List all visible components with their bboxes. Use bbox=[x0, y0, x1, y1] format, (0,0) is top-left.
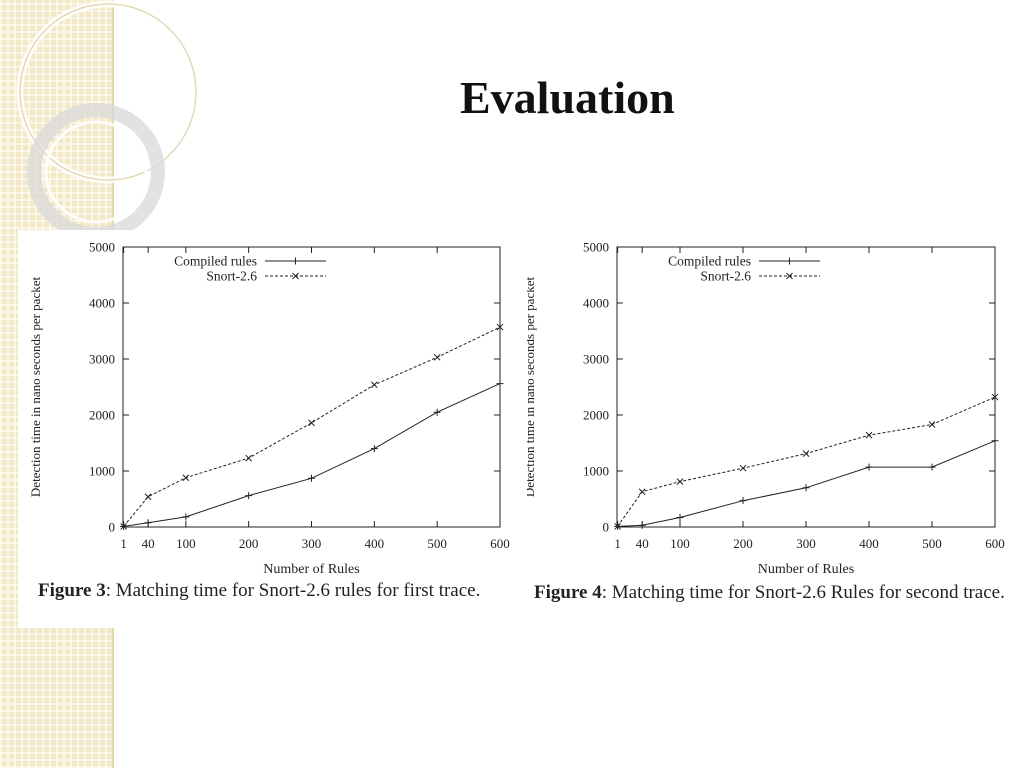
figure-4-caption: Figure 4: Matching time for Snort-2.6 Ru… bbox=[534, 582, 1006, 604]
data-point-plus bbox=[245, 492, 253, 500]
data-point-x bbox=[433, 353, 441, 361]
data-point-x bbox=[638, 488, 646, 496]
figure-3-chart: 0 1000 2000 3000 4000 5000 1 40 100 200 300 400 500 6… bbox=[28, 240, 510, 578]
x-tick-label: 40 bbox=[636, 536, 649, 551]
x-tick-label: 600 bbox=[490, 536, 510, 551]
y-tick-label: 1000 bbox=[583, 464, 609, 479]
data-point-x bbox=[991, 393, 999, 401]
x-axis-label: Number of Rules bbox=[263, 562, 359, 577]
x-tick-label: 300 bbox=[302, 536, 322, 551]
x-tick-label: 40 bbox=[142, 536, 155, 551]
series-line-1 bbox=[617, 440, 996, 527]
data-point-plus bbox=[928, 463, 936, 471]
data-point-x bbox=[739, 464, 747, 472]
y-tick-label: 5000 bbox=[583, 240, 609, 255]
y-tick-label: 2000 bbox=[583, 408, 609, 423]
data-point-plus bbox=[496, 380, 504, 388]
figure-4-caption-text: : Matching time for Snort-2.6 Rules for … bbox=[601, 582, 1005, 603]
legend-label: Compiled rules bbox=[174, 254, 257, 269]
data-point-x bbox=[802, 450, 810, 457]
legend-label: Snort-2.6 bbox=[206, 269, 257, 284]
data-point-x bbox=[370, 381, 378, 389]
legend-marker-x bbox=[292, 272, 299, 280]
x-tick-label: 1 bbox=[120, 536, 127, 551]
y-tick-label: 1000 bbox=[89, 464, 115, 479]
data-point-x bbox=[144, 493, 152, 501]
data-point-plus bbox=[308, 474, 315, 482]
data-point-plus bbox=[182, 513, 190, 521]
data-point-plus bbox=[739, 497, 747, 505]
data-point-plus bbox=[991, 437, 999, 445]
data-point-x bbox=[496, 323, 504, 331]
x-tick-label: 200 bbox=[239, 536, 259, 551]
y-axis-label: Detection time in nano seconds per packe… bbox=[28, 277, 43, 498]
x-tick-label: 100 bbox=[176, 536, 196, 551]
data-point-plus bbox=[144, 519, 152, 527]
y-tick-label: 3000 bbox=[583, 352, 609, 367]
legend-marker-x bbox=[786, 272, 793, 280]
data-point-plus bbox=[370, 445, 378, 453]
data-point-plus bbox=[638, 521, 646, 529]
figure-4-chart: 0 1000 2000 3000 4000 5000 1 40 100 200 300 400 500 6… bbox=[527, 240, 1005, 578]
series-line-1 bbox=[123, 383, 501, 527]
figure-3-caption: Figure 3: Matching time for Snort-2.6 ru… bbox=[38, 580, 514, 602]
data-point-plus bbox=[802, 484, 810, 492]
x-tick-label: 300 bbox=[796, 536, 816, 551]
figure-3-caption-text: : Matching time for Snort-2.6 rules for … bbox=[105, 580, 481, 601]
y-tick-label: 4000 bbox=[89, 296, 115, 311]
data-point-x bbox=[865, 431, 873, 439]
data-point-x bbox=[676, 478, 684, 485]
x-tick-label: 600 bbox=[985, 536, 1005, 551]
data-point-x bbox=[245, 454, 253, 462]
legend-label: Snort-2.6 bbox=[700, 269, 751, 284]
data-point-plus bbox=[433, 408, 441, 416]
y-axis-label: Detection time in nano seconds per packe… bbox=[527, 277, 537, 498]
data-point-x bbox=[308, 419, 315, 427]
x-tick-label: 1 bbox=[614, 536, 621, 551]
plot-frame bbox=[122, 246, 501, 528]
figure-4-panel: 0 1000 2000 3000 4000 5000 1 40 100 200 300 400 500 6… bbox=[527, 234, 1012, 632]
x-tick-label: 400 bbox=[859, 536, 879, 551]
legend-marker-plus bbox=[786, 257, 793, 265]
x-tick-label: 500 bbox=[427, 536, 447, 551]
x-tick-label: 400 bbox=[365, 536, 385, 551]
figure-3-caption-label: Figure 3 bbox=[38, 580, 106, 601]
legend-marker-plus bbox=[292, 257, 299, 265]
legend-label: Compiled rules bbox=[668, 254, 751, 269]
figure-3-panel: 0 1000 2000 3000 4000 5000 1 40 100 200 300 400 500 6… bbox=[18, 230, 522, 628]
data-point-x bbox=[120, 523, 127, 530]
y-tick-label: 4000 bbox=[583, 296, 609, 311]
x-axis-label: Number of Rules bbox=[758, 562, 854, 577]
decorative-rings bbox=[16, 0, 200, 240]
y-tick-label: 0 bbox=[109, 520, 116, 535]
data-point-plus bbox=[865, 463, 873, 471]
data-point-x bbox=[182, 474, 190, 482]
x-tick-label: 100 bbox=[670, 536, 690, 551]
series-line-2 bbox=[617, 396, 996, 527]
y-tick-label: 2000 bbox=[89, 408, 115, 423]
x-tick-label: 200 bbox=[733, 536, 753, 551]
y-tick-label: 5000 bbox=[89, 240, 115, 255]
series-line-2 bbox=[123, 326, 501, 527]
x-tick-label: 500 bbox=[922, 536, 942, 551]
y-tick-label: 3000 bbox=[89, 352, 115, 367]
data-point-x bbox=[614, 523, 621, 530]
figure-4-caption-label: Figure 4 bbox=[534, 582, 602, 603]
y-tick-label: 0 bbox=[603, 520, 610, 535]
slide-title: Evaluation bbox=[460, 72, 675, 123]
data-point-plus bbox=[676, 513, 684, 521]
data-point-x bbox=[928, 421, 936, 428]
